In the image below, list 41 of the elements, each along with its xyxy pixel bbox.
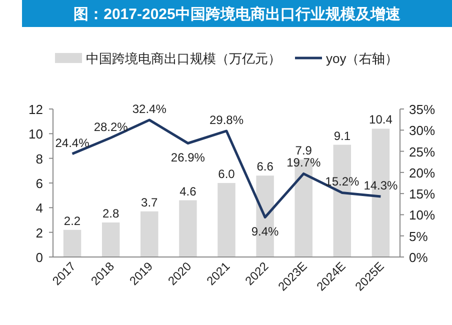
bar — [140, 211, 158, 257]
data-label: 4.6 — [180, 184, 197, 198]
data-label: 9.1 — [334, 128, 351, 143]
y-tick-label: 4 — [36, 200, 43, 216]
y2-tick-label: 20% — [409, 165, 436, 180]
y2-tick-label: 0% — [409, 250, 428, 265]
y-tick-label: 6 — [36, 176, 43, 191]
y2-tick-label: 30% — [409, 123, 436, 138]
data-label: 19.7% — [286, 156, 321, 170]
y-tick-label: 0 — [36, 250, 43, 265]
data-label: 14.3% — [364, 178, 398, 193]
y2-tick-label: 10% — [409, 208, 436, 223]
data-label: 3.7 — [141, 195, 158, 210]
data-label: 6.6 — [256, 160, 274, 174]
bar — [102, 222, 120, 257]
y2-tick-label: 5% — [409, 228, 428, 244]
y-tick-label: 12 — [28, 102, 43, 117]
data-label: 7.9 — [295, 144, 312, 158]
bar — [218, 183, 236, 257]
data-label: 32.4% — [132, 102, 167, 116]
y-tick-label: 2 — [36, 225, 43, 240]
data-label: 6.0 — [218, 167, 236, 181]
data-label: 26.9% — [170, 150, 206, 164]
data-label: 29.8% — [209, 112, 244, 127]
data-label: 9.4% — [251, 224, 280, 238]
data-label: 2.8 — [102, 206, 120, 220]
y-tick-label: 10 — [28, 126, 43, 142]
legend-label: yoy（右轴） — [326, 51, 398, 66]
data-label: 10.4 — [369, 112, 393, 127]
y2-tick-label: 35% — [409, 102, 436, 117]
data-label: 2.2 — [64, 214, 81, 228]
data-label: 15.2% — [325, 174, 360, 189]
data-label: 24.4% — [55, 136, 90, 150]
bar — [179, 200, 197, 257]
legend-label: 中国跨境电商出口规模（万亿元） — [86, 51, 281, 66]
data-label: 28.2% — [94, 120, 128, 134]
y2-tick-label: 25% — [409, 144, 436, 160]
bar — [63, 230, 82, 257]
chart-title: 图：2017-2025中国跨境电商出口行业规模及增速 — [74, 5, 402, 23]
y-tick-label: 8 — [36, 151, 43, 166]
y2-tick-label: 15% — [409, 186, 436, 202]
